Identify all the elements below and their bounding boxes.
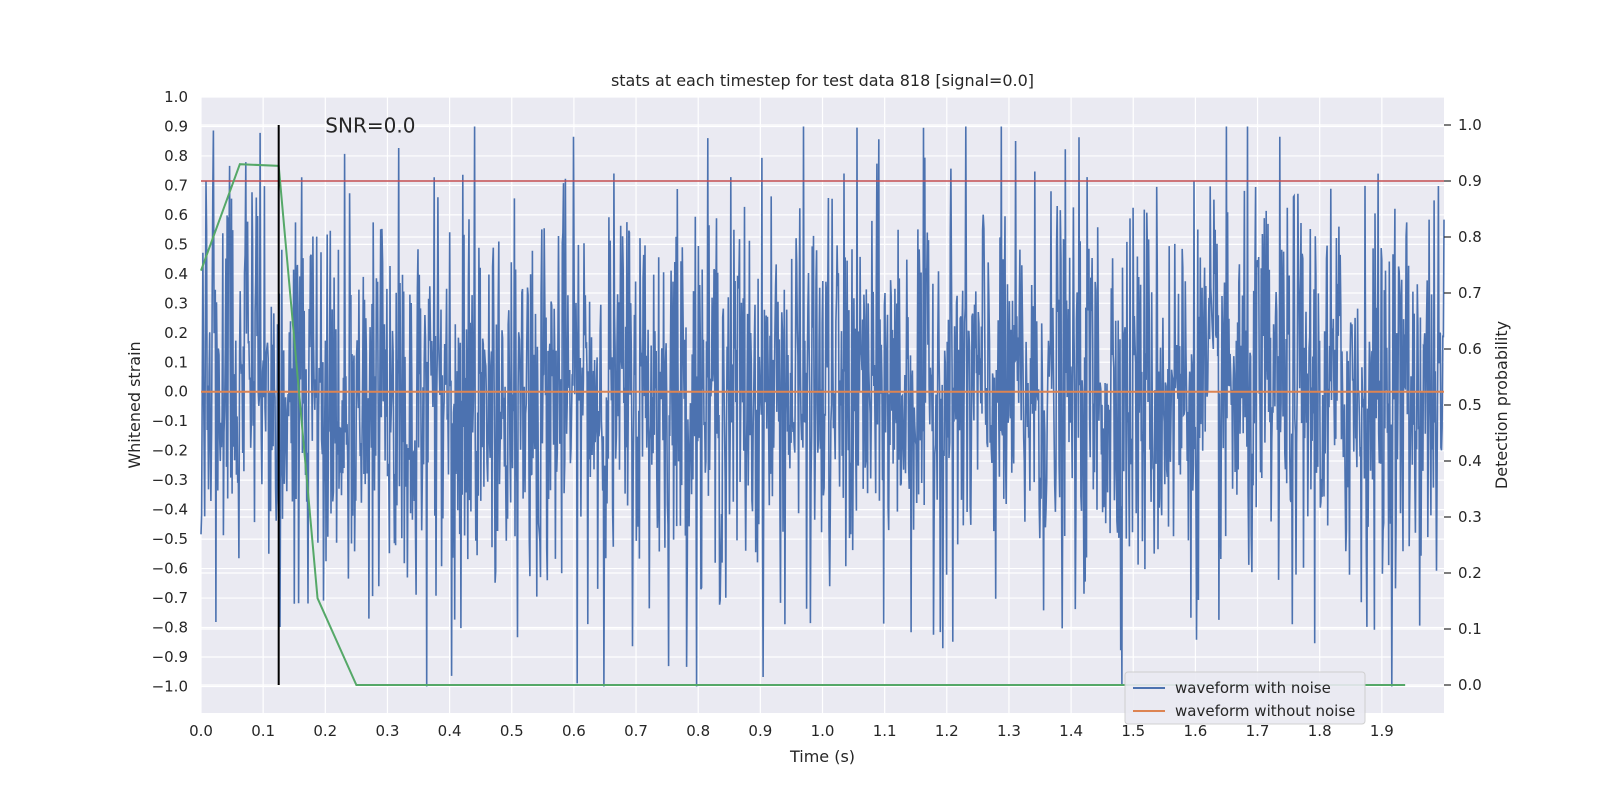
x-tick-label: 0.1: [251, 722, 275, 740]
y-tick-label: 1.0: [164, 88, 188, 106]
y2-tick-label: 0.1: [1458, 620, 1482, 638]
y-tick-label: 0.2: [164, 324, 188, 342]
legend-box: [1124, 671, 1366, 725]
y2-tick-label: 0.3: [1458, 508, 1482, 526]
x-tick-label: 1.0: [811, 722, 835, 740]
x-tick-label: 1.3: [997, 722, 1021, 740]
y2-tick-label: 0.6: [1458, 340, 1482, 358]
y-tick-label: 0.1: [164, 353, 188, 371]
y-tick-label: 0.3: [164, 294, 188, 312]
series-waveform-with-noise: [200, 126, 1445, 687]
y-tick-label: −0.5: [152, 530, 188, 548]
y-tick-label: −0.7: [152, 589, 188, 607]
y-tick-label: −0.1: [152, 412, 188, 430]
series-layer: [200, 125, 1445, 687]
chart-title: stats at each timestep for test data 818…: [611, 71, 1034, 90]
legend-entry: waveform with noise: [1175, 679, 1331, 697]
x-tick-label: 0.9: [748, 722, 772, 740]
x-tick-label: 0.5: [500, 722, 524, 740]
y-tick-label: 0.4: [164, 265, 188, 283]
x-tick-label: 0.6: [562, 722, 586, 740]
x-tick-label: 1.1: [873, 722, 897, 740]
snr-annotation: SNR=0.0: [325, 113, 415, 137]
x-tick-label: 1.8: [1308, 722, 1332, 740]
y-tick-label: 0.5: [164, 235, 188, 253]
y2-tick-label: 0.4: [1458, 452, 1482, 470]
x-tick-label: 0.4: [438, 722, 462, 740]
y-axis-right: 1.0 0.9 0.8 0.7 0.6 0.5 0.4 0.3 0.2 0.1 0.0: [1444, 116, 1482, 694]
y-tick-label: 0.9: [164, 117, 188, 135]
y2-tick-label: 1.0: [1458, 116, 1482, 134]
y-tick-label: −0.9: [152, 648, 188, 666]
x-tick-label: 1.7: [1246, 722, 1270, 740]
x-axis: 0.0 0.1 0.2 0.3 0.4 0.5 0.6 0.7 0.8 0.9 1.0 1.1 1.2 1…: [189, 722, 1394, 740]
y-tick-label: −0.6: [152, 560, 188, 578]
x-tick-label: 1.6: [1183, 722, 1207, 740]
y2-tick-label: 0.0: [1458, 676, 1482, 694]
y2-tick-label: 0.8: [1458, 228, 1482, 246]
series-detection-probability: [200, 163, 1406, 686]
y2-axis-label: Detection probability: [1492, 321, 1511, 489]
y-axis-label: Whitened strain: [125, 341, 144, 468]
y-tick-label: −1.0: [152, 677, 188, 695]
y2-tick-label: 0.5: [1458, 396, 1482, 414]
y-tick-label: 0.7: [164, 176, 188, 194]
legend: waveform with noise waveform without nois…: [1124, 671, 1366, 725]
x-tick-label: 0.7: [624, 722, 648, 740]
y2-tick-label: 0.7: [1458, 284, 1482, 302]
y-tick-label: −0.4: [152, 501, 188, 519]
y-tick-label: −0.8: [152, 619, 188, 637]
x-tick-label: 0.0: [189, 722, 213, 740]
legend-entry: waveform without noise: [1175, 702, 1355, 720]
y-tick-label: 0.0: [164, 383, 188, 401]
y-tick-label: 0.6: [164, 206, 188, 224]
x-tick-label: 0.2: [313, 722, 337, 740]
x-axis-label: Time (s): [789, 747, 855, 766]
x-tick-label: 1.5: [1121, 722, 1145, 740]
x-tick-label: 1.2: [935, 722, 959, 740]
y-axis-left: 1.0 0.9 0.8 0.7 0.6 0.5 0.4 0.3 0.2 0.1 0.0 −0.1 −0.…: [152, 88, 188, 695]
y2-tick-label: 0.2: [1458, 564, 1482, 582]
y-tick-label: −0.2: [152, 442, 188, 460]
y2-tick-label: 0.9: [1458, 172, 1482, 190]
x-tick-label: 0.3: [376, 722, 400, 740]
y-tick-label: 0.8: [164, 147, 188, 165]
x-tick-label: 1.4: [1059, 722, 1083, 740]
x-tick-label: 0.8: [686, 722, 710, 740]
y-tick-label: −0.3: [152, 471, 188, 489]
x-tick-label: 1.9: [1370, 722, 1394, 740]
